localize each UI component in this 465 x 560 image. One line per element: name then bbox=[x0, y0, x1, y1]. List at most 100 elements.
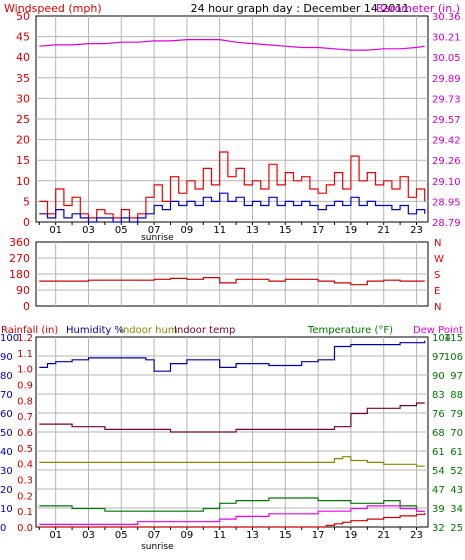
series-line-dew-point bbox=[39, 505, 425, 525]
temperature-tick-label: 54 bbox=[432, 466, 445, 477]
series-line-gust bbox=[39, 151, 426, 219]
windspeed-tick-label: 40 bbox=[16, 51, 30, 64]
windspeed-tick-label: 30 bbox=[16, 92, 30, 105]
humidity-tick-label: 30 bbox=[0, 466, 13, 477]
barometer-tick-label: 28.95 bbox=[432, 197, 461, 208]
temperature-secondary-tick-label: 25 bbox=[450, 523, 463, 534]
rainfall-tick-label: 0.5 bbox=[17, 444, 33, 455]
temperature-secondary-tick-label: 43 bbox=[450, 485, 463, 496]
hour-tick-label-bottom: 19 bbox=[345, 530, 358, 541]
humidity-tick-label: 50 bbox=[0, 428, 13, 439]
barometer-tick-label: 29.73 bbox=[432, 94, 461, 105]
hour-tick-label-top: 17 bbox=[312, 225, 325, 236]
rainfall-tick-label: 0.6 bbox=[17, 428, 33, 439]
barometer-axis-title: Barometer (in.) bbox=[376, 2, 460, 15]
windspeed-tick-label: 25 bbox=[16, 113, 30, 126]
dew-point-legend: Dew Point bbox=[413, 325, 463, 336]
temperature-secondary-tick-label: 106 bbox=[444, 352, 463, 363]
series-line-indoor-hum bbox=[39, 456, 425, 467]
temperature-tick-label: 32 bbox=[432, 523, 445, 534]
humidity-tick-label: 40 bbox=[0, 447, 13, 458]
temperature-secondary-tick-label: 70 bbox=[450, 428, 463, 439]
label-layer: 0101030305050707090911111313151517171919… bbox=[0, 10, 463, 552]
hour-tick-label-top: 21 bbox=[377, 225, 390, 236]
temperature-axis-title: Temperature (°F) bbox=[307, 325, 393, 336]
windspeed-tick-label: 5 bbox=[23, 195, 30, 208]
temperature-tick-label: 61 bbox=[432, 447, 445, 458]
temperature-secondary-tick-label: 88 bbox=[450, 390, 463, 401]
humidity-tick-label: 100 bbox=[0, 333, 19, 344]
direction-tick-label: 90 bbox=[16, 284, 30, 297]
rainfall-tick-label: 1.0 bbox=[17, 365, 33, 376]
series-line-indoor-temp bbox=[39, 402, 425, 433]
series-line-rainfall-in- bbox=[39, 512, 426, 528]
direction-tick-label: 0 bbox=[23, 300, 30, 313]
rainfall-tick-label: 0.3 bbox=[17, 476, 33, 487]
hour-tick-label-bottom: 09 bbox=[181, 530, 194, 541]
temperature-tick-label: 104 bbox=[432, 333, 451, 344]
barometer-tick-label: 28.79 bbox=[432, 218, 461, 229]
humidity-axis-title: Humidity % bbox=[66, 325, 124, 336]
compass-tick-label: E bbox=[434, 286, 440, 297]
temperature-tick-label: 39 bbox=[432, 504, 445, 515]
rainfall-tick-label: 0.9 bbox=[17, 381, 33, 392]
hour-tick-label-bottom: 01 bbox=[49, 530, 62, 541]
hour-tick-label-top: 07 bbox=[148, 225, 161, 236]
rainfall-tick-label: 0.0 bbox=[17, 523, 33, 534]
humidity-tick-label: 60 bbox=[0, 409, 13, 420]
humidity-tick-label: 10 bbox=[0, 504, 13, 515]
hour-tick-label-bottom: 15 bbox=[279, 530, 292, 541]
humidity-tick-label: 80 bbox=[0, 371, 13, 382]
windspeed-tick-label: 15 bbox=[16, 154, 30, 167]
hour-tick-label-top: 09 bbox=[181, 225, 194, 236]
barometer-tick-label: 30.36 bbox=[432, 12, 461, 23]
windspeed-axis-title: Windspeed (mph) bbox=[4, 2, 102, 15]
rainfall-tick-label: 0.8 bbox=[17, 396, 33, 407]
series-line-humidity- bbox=[39, 340, 426, 372]
temperature-tick-label: 97 bbox=[432, 352, 445, 363]
windspeed-tick-label: 20 bbox=[16, 134, 30, 147]
temperature-tick-label: 90 bbox=[432, 371, 445, 382]
rainfall-tick-label: 0.1 bbox=[17, 507, 33, 518]
rainfall-tick-label: 0.2 bbox=[17, 491, 33, 502]
rainfall-tick-label: 0.7 bbox=[17, 412, 33, 423]
barometer-tick-label: 29.42 bbox=[432, 136, 461, 147]
humidity-tick-label: 70 bbox=[0, 390, 13, 401]
compass-tick-label: N bbox=[434, 238, 441, 249]
hour-tick-label-top: 01 bbox=[49, 225, 62, 236]
hour-tick-label-top: 15 bbox=[279, 225, 292, 236]
temperature-tick-label: 83 bbox=[432, 390, 445, 401]
hour-tick-label-bottom: 23 bbox=[410, 530, 423, 541]
direction-tick-label: 180 bbox=[9, 268, 30, 281]
humidity-tick-label: 20 bbox=[0, 485, 13, 496]
series-line-average-wind bbox=[39, 192, 426, 223]
windspeed-tick-label: 0 bbox=[23, 216, 30, 229]
hour-tick-label-top: 11 bbox=[213, 225, 226, 236]
windspeed-tick-label: 35 bbox=[16, 72, 30, 85]
temperature-tick-label: 76 bbox=[432, 409, 445, 420]
rainfall-tick-label: 1.1 bbox=[17, 349, 33, 360]
hour-tick-label-bottom: 13 bbox=[246, 530, 259, 541]
temperature-secondary-tick-label: 34 bbox=[450, 504, 463, 515]
barometer-tick-label: 30.05 bbox=[432, 53, 461, 64]
series-line-barometer-in- bbox=[39, 39, 425, 51]
direction-tick-label: 360 bbox=[9, 236, 30, 249]
indoor-temp-legend: Indoor temp bbox=[174, 325, 235, 336]
series-line-wind-direction bbox=[39, 277, 425, 286]
hour-tick-label-top: 03 bbox=[82, 225, 95, 236]
windspeed-tick-label: 45 bbox=[16, 31, 30, 44]
sunrise-label-top: sunrise bbox=[141, 233, 174, 243]
barometer-tick-label: 29.26 bbox=[432, 156, 461, 167]
rainfall-axis-title: Rainfall (in) bbox=[1, 325, 58, 336]
hour-tick-label-bottom: 21 bbox=[377, 530, 390, 541]
hour-tick-label-top: 13 bbox=[246, 225, 259, 236]
direction-tick-label: 270 bbox=[9, 252, 30, 265]
hour-tick-label-bottom: 07 bbox=[148, 530, 161, 541]
barometer-tick-label: 30.21 bbox=[432, 33, 461, 44]
temperature-secondary-tick-label: 79 bbox=[450, 409, 463, 420]
hour-tick-label-bottom: 05 bbox=[115, 530, 128, 541]
series-line-temperature-f- bbox=[39, 497, 425, 512]
